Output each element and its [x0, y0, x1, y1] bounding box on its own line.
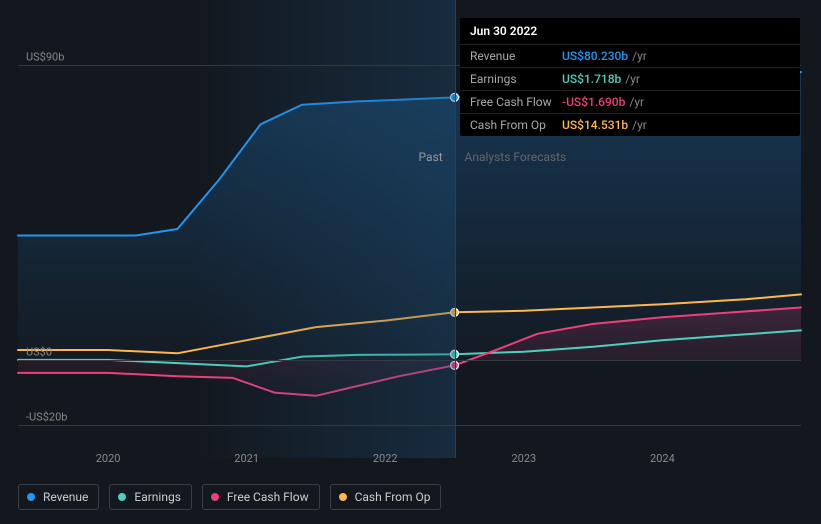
- chart-legend: Revenue Earnings Free Cash Flow Cash From O…: [18, 484, 441, 510]
- tooltip-row-label: Revenue: [470, 49, 562, 63]
- analysts-forecasts-label: Analysts Forecasts: [465, 150, 567, 164]
- tooltip-row-unit: /yr: [632, 49, 647, 63]
- y-tick-label: US$0: [26, 345, 52, 358]
- tooltip-row-value: US$80.230b: [562, 49, 628, 63]
- legend-dot: [27, 493, 35, 501]
- tooltip-row-label: Earnings: [470, 72, 562, 86]
- past-future-divider: [455, 0, 456, 458]
- x-tick-label: 2022: [373, 452, 398, 465]
- tooltip-date: Jun 30 2022: [460, 18, 800, 44]
- x-tick-label: 2021: [234, 452, 259, 465]
- legend-item-free-cash-flow[interactable]: Free Cash Flow: [202, 484, 320, 510]
- tooltip-row: EarningsUS$1.718b/yr: [460, 67, 800, 90]
- legend-dot: [118, 493, 126, 501]
- tooltip-row-unit: /yr: [625, 72, 640, 86]
- y-tick-label: US$90b: [26, 51, 64, 64]
- y-tick-label: -US$20b: [26, 411, 67, 424]
- chart-tooltip: Jun 30 2022 RevenueUS$80.230b/yrEarnings…: [460, 18, 800, 136]
- tooltip-row-value: US$1.718b: [562, 72, 621, 86]
- legend-label: Earnings: [134, 490, 181, 504]
- tooltip-row-value: -US$1.690b: [562, 95, 625, 109]
- tooltip-row: Free Cash Flow-US$1.690b/yr: [460, 90, 800, 113]
- tooltip-row-label: Cash From Op: [470, 118, 562, 132]
- past-label: Past: [419, 150, 443, 164]
- legend-dot: [339, 493, 347, 501]
- x-tick-label: 2023: [511, 452, 536, 465]
- tooltip-row-value: US$14.531b: [562, 118, 628, 132]
- gridline: [18, 360, 801, 361]
- gridline: [18, 425, 801, 426]
- legend-item-cash-from-op[interactable]: Cash From Op: [330, 484, 442, 510]
- tooltip-row: RevenueUS$80.230b/yr: [460, 44, 800, 67]
- tooltip-row-label: Free Cash Flow: [470, 95, 562, 109]
- tooltip-row-unit: /yr: [632, 118, 647, 132]
- legend-label: Cash From Op: [355, 490, 431, 504]
- financials-chart: Past Analysts Forecasts -US$20b US$0 US$90…: [0, 0, 821, 524]
- x-tick-label: 2020: [96, 452, 121, 465]
- legend-label: Free Cash Flow: [227, 490, 309, 504]
- legend-item-earnings[interactable]: Earnings: [109, 484, 192, 510]
- legend-item-revenue[interactable]: Revenue: [18, 484, 99, 510]
- legend-label: Revenue: [43, 490, 88, 504]
- tooltip-row: Cash From OpUS$14.531b/yr: [460, 113, 800, 136]
- legend-dot: [211, 493, 219, 501]
- past-shade: [18, 0, 455, 458]
- x-tick-label: 2024: [650, 452, 675, 465]
- tooltip-row-unit: /yr: [629, 95, 644, 109]
